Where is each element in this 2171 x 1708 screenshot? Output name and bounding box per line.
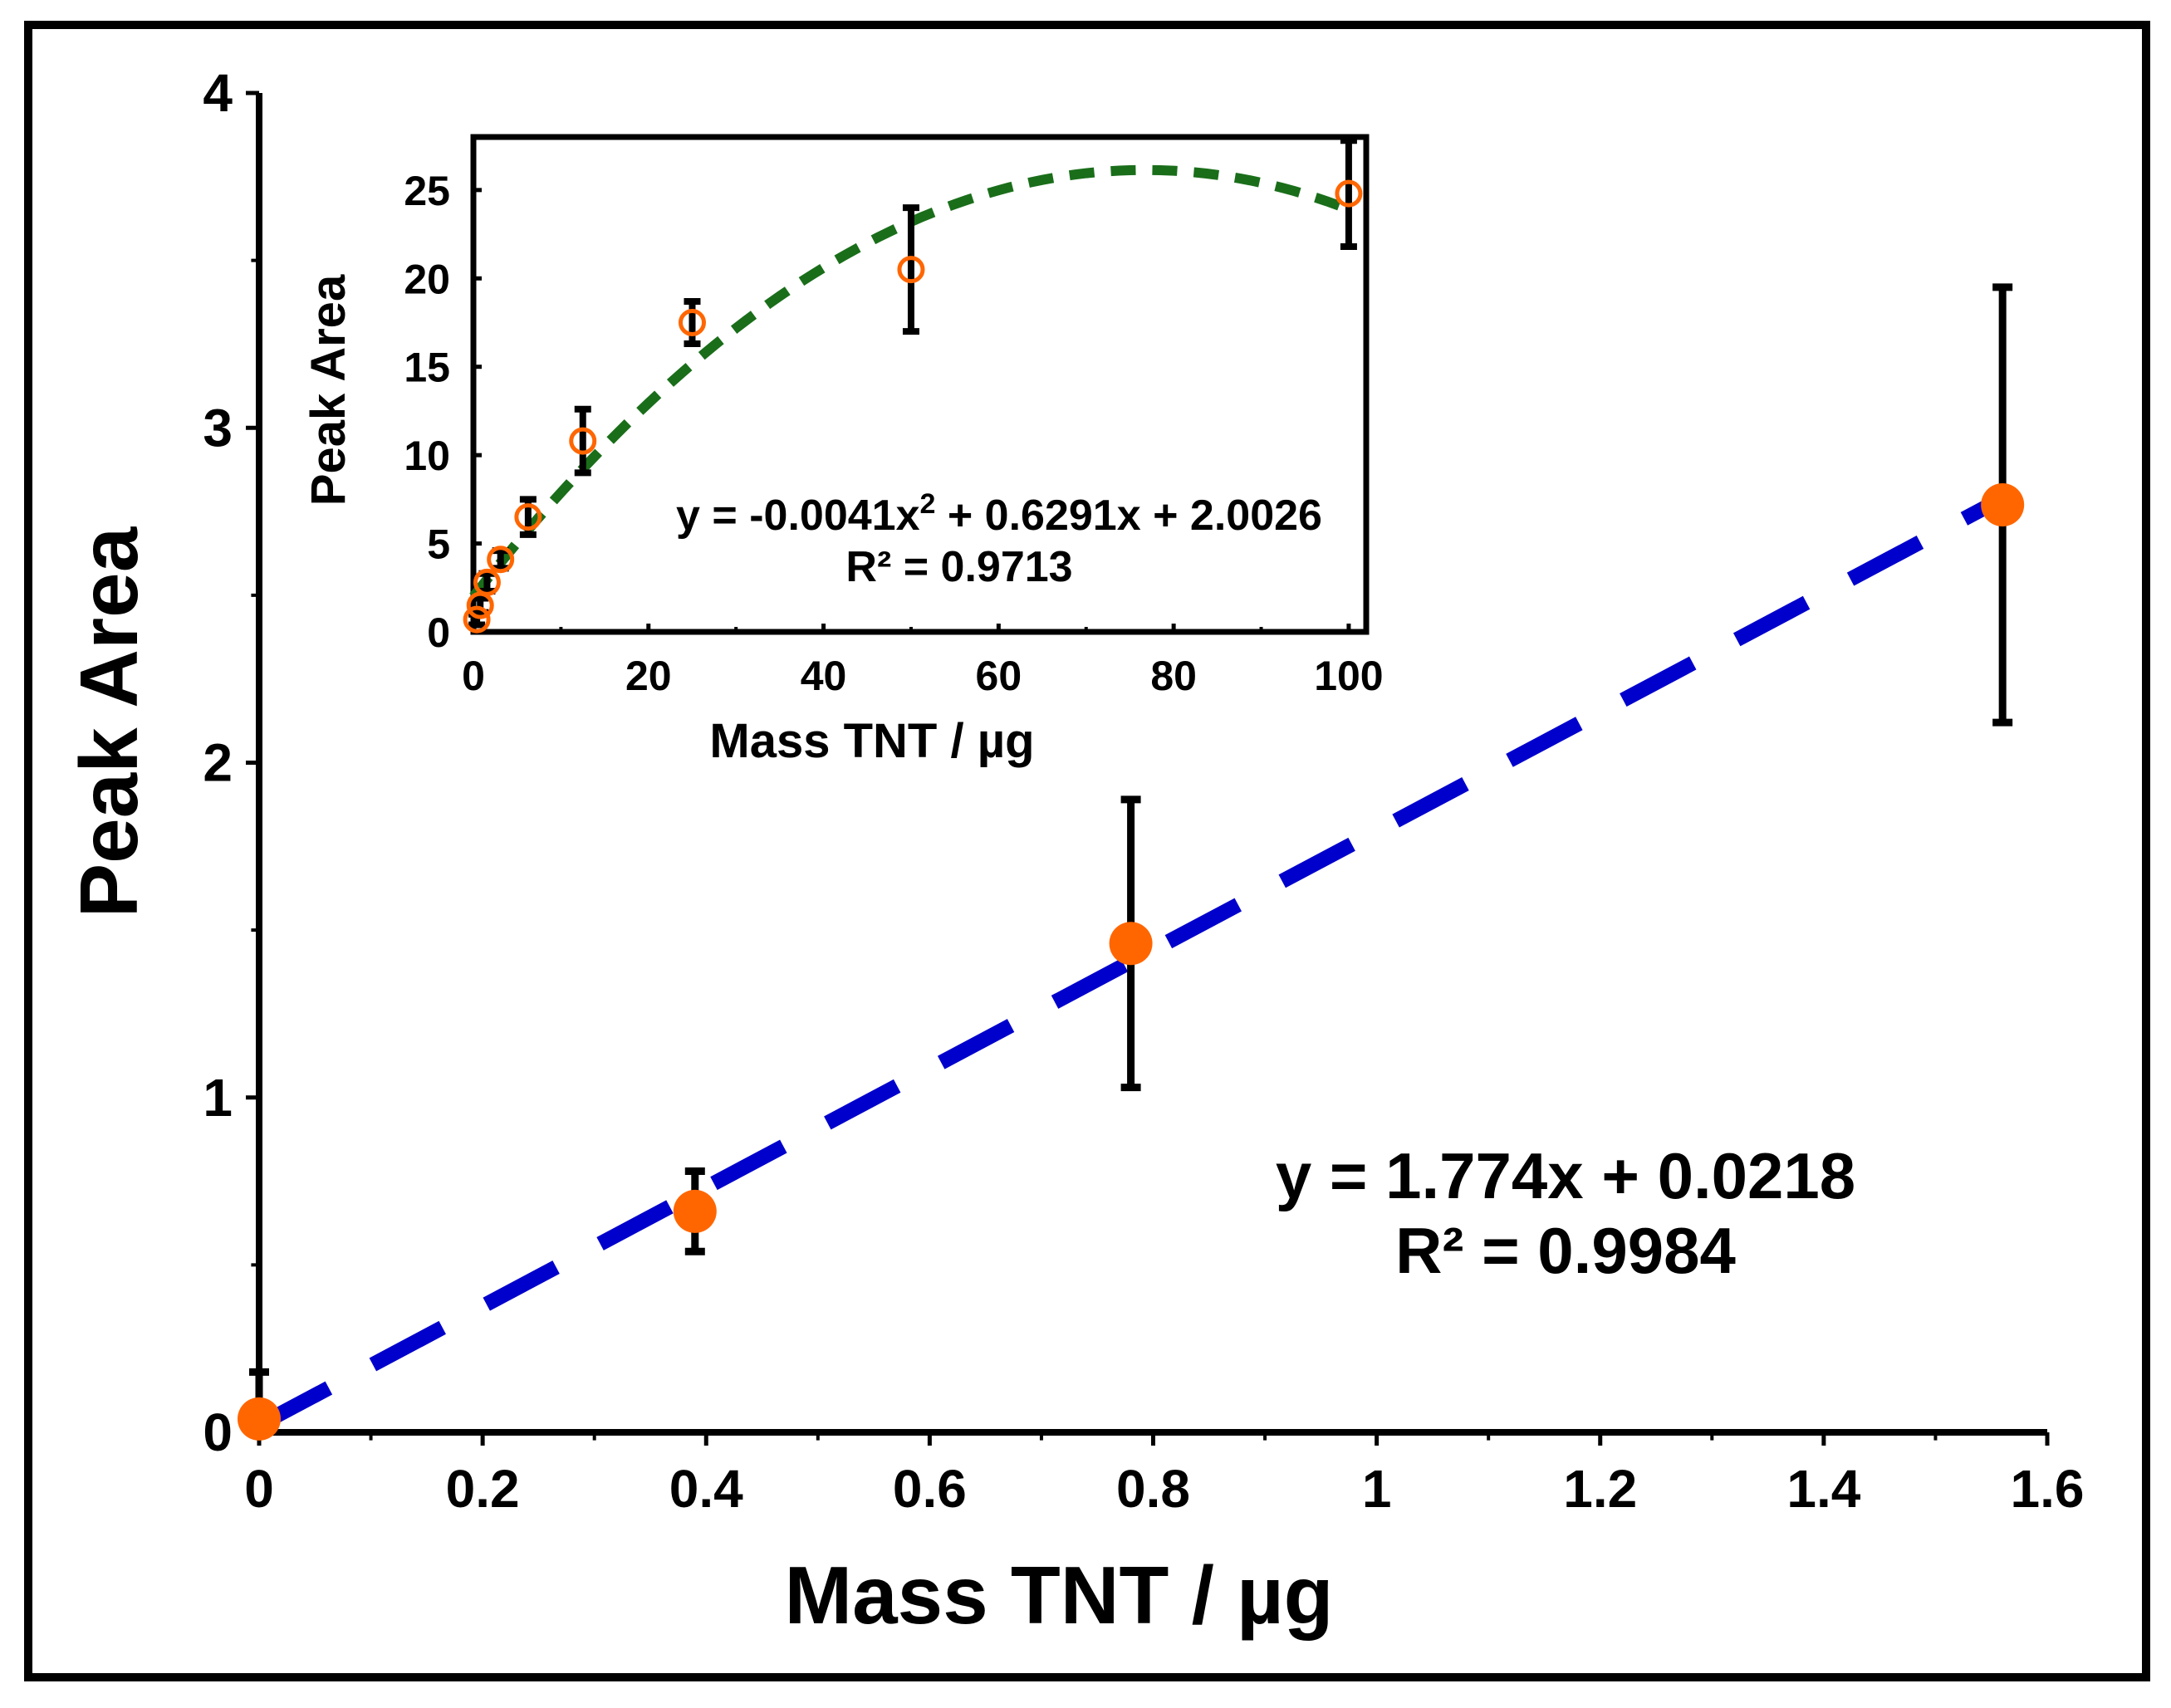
inset-plot: 0 20 40 60 80 100 0 5 10 15 20 25 Peak Area Mass TN… [301,134,1384,768]
inset-x-tick-label: 0 [462,653,485,699]
inset-x-tick-label: 80 [1150,653,1197,699]
main-data-point [1981,482,2025,526]
main-x-tick-label: 1.4 [1786,1459,1860,1519]
inset-eq-superscript: 2 [920,488,936,520]
inset-data-point [569,427,597,455]
inset-data-point [487,546,515,574]
main-data-point [1109,922,1153,966]
inset-y-tick-label: 15 [404,345,450,391]
main-y-tick-label: 0 [203,1402,233,1462]
inset-y-tick-label: 20 [404,256,450,302]
inset-x-tick-label: 20 [625,653,672,699]
inset-data-point [463,605,491,634]
inset-x-tick-label: 60 [976,653,1022,699]
inset-tick-labels: 0 20 40 60 80 100 0 5 10 15 20 25 [404,168,1383,699]
main-fit-r2: R² = 0.9984 [1395,1214,1736,1287]
main-y-tick-label: 2 [203,733,233,793]
main-data-point [238,1397,281,1441]
inset-eq-prefix: y = -0.0041x [676,492,920,540]
main-y-axis-title: Peak Area [63,526,154,918]
main-tick-labels: 0 0.2 0.4 0.6 0.8 1 1.2 1.4 1.6 0 1 2 3 4 [203,63,2084,1519]
main-data-points [238,482,2025,1441]
inset-data-point [897,256,925,284]
main-x-axis-title: Mass TNT / µg [785,1549,1334,1641]
main-x-tick-label: 0.6 [893,1459,967,1519]
inset-y-tick-label: 10 [404,433,450,479]
main-fit-equation: y = 1.774x + 0.0218 [1276,1139,1855,1212]
main-x-tick-label: 1.2 [1563,1459,1637,1519]
inset-y-axis-title: Peak Area [301,274,355,506]
main-x-tick-label: 0.8 [1116,1459,1190,1519]
inset-eq-suffix: + 0.6291x + 2.0026 [935,492,1322,540]
main-y-tick-label: 4 [203,63,233,123]
main-y-tick-label: 3 [203,398,233,458]
inset-x-tick-label: 40 [801,653,847,699]
inset-data-point [1335,179,1363,208]
main-x-tick-label: 0 [244,1459,274,1519]
main-x-tick-label: 1 [1362,1459,1392,1519]
inset-y-tick-label: 25 [404,168,450,214]
inset-fit-equation: y = -0.0041x2 + 0.6291x + 2.0026 [676,488,1322,540]
inset-x-tick-label: 100 [1314,653,1383,699]
main-data-point [673,1189,717,1233]
main-fit-line [255,492,2007,1432]
main-fit-line-group [255,492,2007,1432]
main-x-tick-label: 1.6 [2011,1459,2085,1519]
main-y-tick-label: 1 [203,1068,233,1128]
inset-y-tick-label: 5 [427,521,450,568]
inset-data-point [514,503,542,531]
main-plot: 0 0.2 0.4 0.6 0.8 1 1.2 1.4 1.6 0 1 2 3 4 Peak Area M… [63,63,2084,1641]
inset-fit-r2: R² = 0.9713 [845,543,1072,591]
inset-data-points [463,179,1363,634]
main-x-tick-label: 0.2 [446,1459,520,1519]
inset-data-point [678,309,706,336]
inset-y-tick-label: 0 [427,609,450,656]
inset-x-axis-title: Mass TNT / µg [709,714,1034,768]
main-x-tick-label: 0.4 [669,1459,743,1519]
inset-data-point [473,568,501,596]
